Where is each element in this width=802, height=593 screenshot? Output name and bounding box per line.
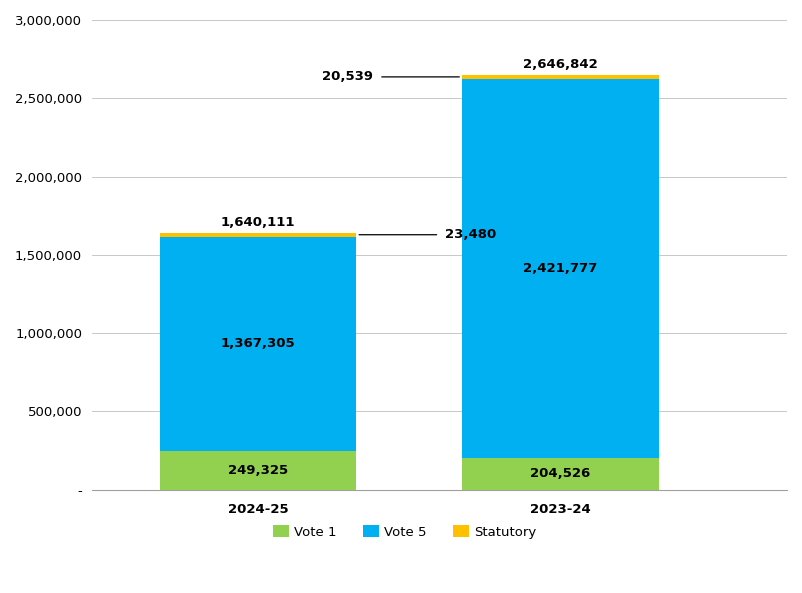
Bar	[160, 451, 356, 490]
Text: 204,526: 204,526	[530, 467, 590, 480]
Bar	[462, 75, 658, 78]
Bar	[160, 233, 356, 237]
Text: 249,325: 249,325	[228, 464, 288, 477]
Bar	[462, 78, 658, 458]
Text: 1,640,111: 1,640,111	[221, 215, 295, 228]
Text: 2,421,777: 2,421,777	[523, 262, 597, 275]
Text: 2,646,842: 2,646,842	[523, 58, 597, 71]
Text: 23,480: 23,480	[445, 228, 496, 241]
Text: 20,539: 20,539	[322, 71, 373, 84]
Legend: Vote 1, Vote 5, Statutory: Vote 1, Vote 5, Statutory	[268, 520, 541, 544]
Text: 1,367,305: 1,367,305	[221, 337, 295, 350]
Bar	[462, 458, 658, 490]
Bar	[160, 237, 356, 451]
